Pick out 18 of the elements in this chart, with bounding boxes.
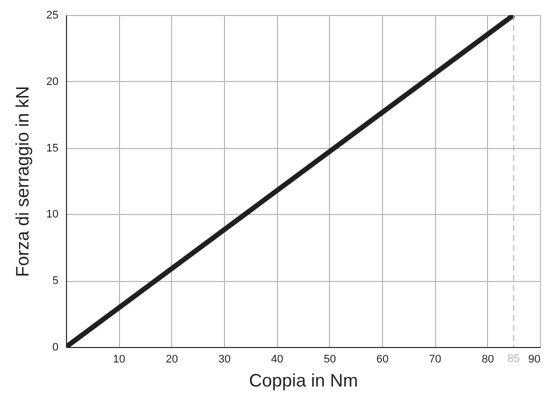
y-tick-label: 20 <box>46 76 58 88</box>
ref-line-label: 85 <box>508 353 520 365</box>
x-tick-label: 60 <box>376 354 389 366</box>
x-tick-label: 40 <box>271 354 284 366</box>
x-tick-label: 90 <box>528 354 540 366</box>
x-tick-label: 70 <box>429 354 442 366</box>
x-tick-label: 10 <box>113 354 126 366</box>
x-tick-label: 50 <box>324 354 336 366</box>
x-axis-title: Coppia in Nm <box>248 370 358 390</box>
y-tick-label: 5 <box>52 275 58 288</box>
x-tick-label: 80 <box>482 354 494 366</box>
x-tick-label: 20 <box>166 354 178 366</box>
y-tick-label: 10 <box>46 208 58 221</box>
y-axis-title: Forza di serraggio in kN <box>12 86 32 278</box>
y-tick-label: 25 <box>46 10 58 22</box>
y-tick-label: 0 <box>52 342 58 354</box>
x-tick-label: 30 <box>218 354 231 366</box>
y-tick-label: 15 <box>46 142 58 154</box>
